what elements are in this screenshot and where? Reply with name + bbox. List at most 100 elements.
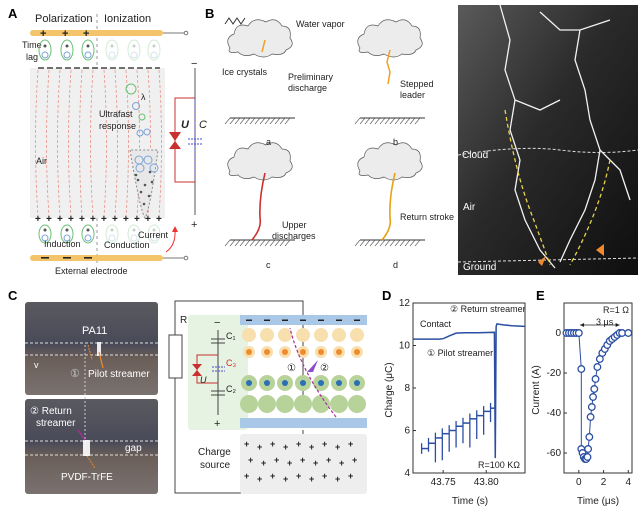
e-resistance-annotation: R=1 Ω [603, 305, 629, 315]
positive-layer-particle [296, 328, 310, 342]
plus-charge: + [283, 442, 288, 452]
arrowheads [580, 323, 620, 327]
ground-hatch [414, 239, 421, 247]
ground-hatch [354, 117, 361, 125]
cloud-label: Cloud [462, 150, 488, 161]
dipole-shell [127, 39, 141, 61]
e-duration-annotation: 3 μs [596, 317, 614, 327]
field-line [68, 69, 72, 217]
ground-hatch [224, 117, 231, 125]
ground-hatch [394, 239, 401, 247]
electron [134, 173, 138, 177]
pilot-glow [97, 342, 101, 356]
ground-hatch [359, 117, 366, 125]
field-line [46, 69, 50, 217]
ground-hatch [234, 117, 241, 125]
discharges-label: discharges [272, 231, 316, 241]
ground-hatch [279, 239, 286, 247]
upper-label: Upper [282, 220, 307, 230]
field-line [103, 69, 107, 217]
d-xlabel: Time (s) [452, 496, 488, 507]
time-label: Time [22, 40, 42, 50]
dipole-shell [81, 39, 95, 61]
minus-charge [318, 319, 324, 321]
negative-layer-particle [312, 395, 330, 413]
positive-layer-particle [242, 328, 256, 342]
positive-charge [246, 349, 252, 355]
panel-label-b: B [205, 6, 214, 21]
dipole [147, 39, 161, 61]
plus-charge: + [352, 455, 357, 465]
charge-label: Charge [198, 447, 231, 458]
dipole-shell [38, 224, 52, 244]
panel-label-c: C [8, 288, 18, 303]
ground-hatch [244, 117, 251, 125]
minus-charge [354, 319, 360, 321]
plus-charge: + [101, 214, 107, 225]
x-tick-label: 0 [576, 477, 582, 488]
d-pilot-annotation: ① Pilot streamer [427, 348, 493, 358]
ground-hatch [379, 117, 386, 125]
diode-icon-c [192, 364, 202, 376]
lightning-bolts [499, 4, 631, 269]
lag-label: lag [26, 52, 38, 62]
nucleus [41, 234, 49, 242]
data-point [591, 375, 600, 383]
ice-crystals-label: Ice crystals [222, 67, 268, 77]
ground-hatch [284, 239, 291, 247]
ground-hatch [369, 239, 376, 247]
current-arrow [165, 229, 176, 253]
y-tick-label: -40 [547, 408, 562, 419]
return-label: ② Return [30, 406, 72, 417]
ground-hatch [254, 117, 261, 125]
cloud-sketch [354, 19, 425, 125]
dipole-shell [60, 224, 74, 244]
electron [65, 44, 69, 48]
ground-hatch [269, 117, 276, 125]
c-minus: − [214, 317, 220, 329]
minus-charge [246, 319, 252, 321]
positive-layer-particle [332, 328, 346, 342]
plus-charge: + [270, 471, 275, 481]
stepped-leader [386, 49, 391, 85]
cloud [357, 19, 423, 58]
d-return-annotation: ② Return streamer [450, 304, 526, 314]
preliminary-label: Preliminary [288, 72, 334, 82]
y-tick-label: -20 [547, 368, 562, 379]
negative-layer-particle [240, 395, 258, 413]
negative-charge [282, 380, 288, 386]
u-label-c: U [200, 375, 207, 385]
positive-charge [318, 349, 324, 355]
plus-charge: + [112, 214, 118, 225]
chart-d: 4 6 8 10 12 43.75 43.80 [399, 298, 526, 488]
dipole [81, 39, 95, 61]
panel-label-d: D [382, 288, 391, 303]
one-label-c: ① [287, 363, 296, 374]
air-label: Air [36, 156, 47, 166]
dipole-shell [147, 39, 161, 61]
plus-charge: + [348, 439, 353, 449]
y-tick-label: 4 [404, 468, 410, 479]
negative-charge [354, 380, 360, 386]
plus-charge: + [335, 474, 340, 484]
polarization-label: Polarization [35, 13, 92, 25]
resistor [168, 334, 183, 379]
ground-hatch [244, 239, 251, 247]
electron [110, 228, 114, 232]
source-label: source [200, 460, 230, 471]
pvdf-label: PVDF-TrFE [61, 472, 113, 483]
plus-charge: + [248, 455, 253, 465]
plus-charge: + [322, 471, 327, 481]
plus-charge: + [296, 439, 301, 449]
dipole [60, 224, 74, 244]
two-label-c: ② [320, 363, 329, 374]
cloud-sketch [224, 19, 295, 125]
ground-hatch [274, 239, 281, 247]
chart-e: 0 -20 -40 -60 0 2 4 [547, 302, 633, 488]
ground-hatch [359, 239, 366, 247]
plus-charge: + [35, 214, 41, 225]
conduction-label: Conduction [104, 240, 150, 250]
dipole [105, 224, 119, 244]
plus-charge: + [322, 439, 327, 449]
dipole-shell [105, 39, 119, 61]
